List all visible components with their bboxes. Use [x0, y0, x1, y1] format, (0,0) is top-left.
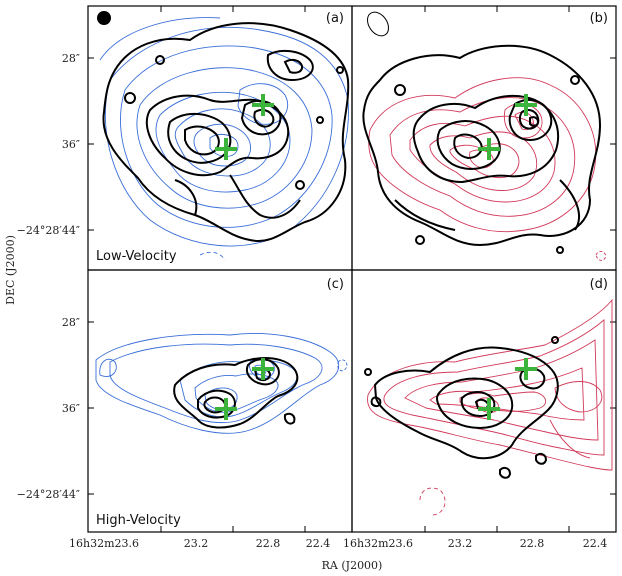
panel-a: (a) Low-Velocity [96, 11, 350, 264]
x-tick-6: 22.8 [520, 537, 545, 550]
panel-c-frame [87, 269, 353, 533]
x-tick-1: 23.2 [184, 537, 209, 550]
panel-d-frame [351, 269, 617, 533]
y-tick-bottom-1: 36″ [62, 402, 80, 415]
panel-b-beam [367, 11, 389, 37]
panel-b: (b) [362, 11, 608, 261]
x-tick-5: 23.2 [448, 537, 473, 550]
panel-c-tag: (c) [327, 277, 344, 292]
panel-d: (d) [364, 277, 613, 516]
x-tick-4: 16h32m23.6 [343, 537, 413, 550]
panel-c: (c) High-Velocity [95, 277, 348, 528]
y-tick-labels: 28″ 36″ −24°28′44″ 28″ 36″ −24°28′44″ [17, 52, 80, 501]
panel-a-tag: (a) [326, 11, 344, 26]
panel-b-markers [478, 94, 537, 160]
panel-c-markers [215, 358, 274, 420]
panel-a-blue-contours [99, 17, 349, 261]
panel-b-frame [351, 5, 617, 271]
y-tick-top-2: −24°28′44″ [17, 224, 80, 237]
panel-a-beam [97, 11, 111, 25]
panel-b-tag: (b) [590, 11, 608, 26]
panel-d-tag: (d) [590, 277, 608, 292]
y-tick-top-1: 36″ [62, 138, 80, 151]
x-tick-3: 22.4 [306, 537, 331, 550]
panel-b-black-contours [362, 44, 602, 254]
tick-marks [88, 6, 616, 532]
panel-frames [87, 5, 617, 533]
y-tick-bottom-0: 28″ [62, 316, 80, 329]
x-axis-title: RA (J2000) [322, 559, 383, 572]
panel-d-markers [478, 358, 537, 420]
y-tick-top-0: 28″ [62, 52, 80, 65]
panel-a-markers [215, 94, 274, 160]
x-tick-labels: 16h32m23.6 23.2 22.8 22.4 16h32m23.6 23.… [69, 537, 607, 550]
high-velocity-label: High-Velocity [96, 513, 181, 528]
panel-b-red-contours [368, 77, 607, 261]
panel-d-red-contours [367, 298, 613, 516]
panel-c-blue-contours [95, 333, 348, 434]
x-tick-2: 22.8 [256, 537, 281, 550]
x-tick-7: 22.4 [583, 537, 608, 550]
x-tick-0: 16h32m23.6 [69, 537, 139, 550]
y-tick-bottom-2: −24°28′44″ [17, 488, 80, 501]
low-velocity-label: Low-Velocity [96, 249, 177, 264]
y-axis-title: DEC (J2000) [4, 235, 17, 305]
